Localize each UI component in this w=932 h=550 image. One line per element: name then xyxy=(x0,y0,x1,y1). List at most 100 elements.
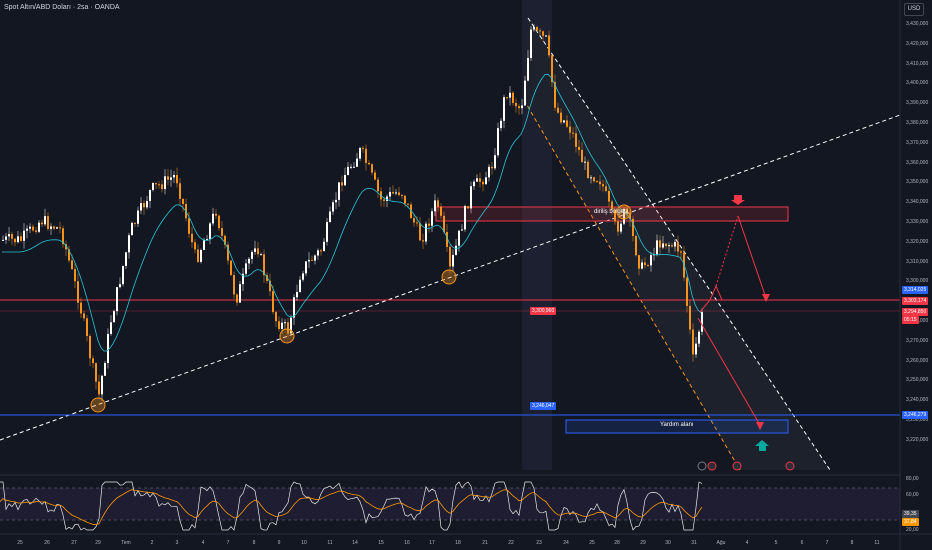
time-axis-label: 30 xyxy=(665,540,671,546)
candle-body xyxy=(389,192,391,197)
candle-body xyxy=(206,238,208,241)
flag-icon[interactable] xyxy=(785,461,795,471)
candle-body xyxy=(80,302,82,314)
candle-body xyxy=(698,331,700,344)
candle-body xyxy=(641,262,643,269)
candle-body xyxy=(29,226,31,229)
candle-body xyxy=(251,251,253,259)
candle-body xyxy=(332,202,334,212)
candle-body xyxy=(614,209,616,222)
price-axis-label: 3,350,000 xyxy=(906,179,929,186)
candle-body xyxy=(83,313,85,319)
candle-body xyxy=(644,262,646,266)
time-axis-label: 8 xyxy=(850,540,854,546)
candle-body xyxy=(485,177,487,185)
candle-body xyxy=(137,210,139,224)
rising-trendline xyxy=(0,114,901,441)
candle-body xyxy=(494,155,496,169)
candle-body xyxy=(263,254,265,276)
candle-body xyxy=(692,329,694,355)
flag-icon[interactable] xyxy=(732,461,742,471)
support-zone-label: Yardım alanı xyxy=(660,422,694,428)
candle-body xyxy=(152,182,154,191)
candle-body xyxy=(440,206,442,216)
candle-body xyxy=(92,358,94,364)
candle-body xyxy=(392,192,394,194)
candle-body xyxy=(563,120,565,123)
candle-body xyxy=(107,333,109,364)
candle-body xyxy=(695,343,697,355)
price-axis-label: 3,400,000 xyxy=(906,80,929,87)
candle-body xyxy=(50,226,52,229)
candle-body xyxy=(134,222,136,224)
candle-body xyxy=(578,146,580,150)
time-axis-label: 25 xyxy=(589,540,595,546)
moving-average-line xyxy=(2,73,702,352)
currency-button[interactable]: USD xyxy=(904,3,924,16)
rsi-ma-line xyxy=(0,489,703,526)
candle-body xyxy=(266,275,268,281)
candle-body xyxy=(329,211,331,223)
candle-body xyxy=(566,120,568,127)
candle-body xyxy=(179,183,181,199)
time-axis-label: 29 xyxy=(95,540,101,546)
candle-body xyxy=(221,228,223,236)
last-price-tag: 3,294,850 xyxy=(902,308,929,316)
price-axis-label: 3,420,000 xyxy=(906,40,929,47)
candle-body xyxy=(233,275,235,295)
candle-body xyxy=(626,208,628,213)
candle-body xyxy=(443,215,445,232)
candle-body xyxy=(275,312,277,322)
candle-body xyxy=(182,198,184,204)
candle-body xyxy=(503,97,505,121)
support-zone xyxy=(565,419,789,434)
time-axis-label: 4 xyxy=(201,540,205,546)
candle-body xyxy=(521,105,523,109)
candle-body xyxy=(665,243,667,247)
candle-body xyxy=(176,175,178,184)
projection-arrow-head xyxy=(762,294,770,302)
time-axis-label: 22 xyxy=(508,540,514,546)
price-axis-label: 3,250,000 xyxy=(906,377,929,384)
candle-body xyxy=(101,375,103,395)
event-icon[interactable] xyxy=(697,461,707,471)
flag-icon[interactable] xyxy=(707,461,717,471)
candle-body xyxy=(71,260,73,270)
time-axis-label: 28 xyxy=(614,540,620,546)
candle-body xyxy=(131,222,133,236)
candle-body xyxy=(146,201,148,208)
candle-body xyxy=(128,235,130,253)
candle-body xyxy=(254,248,256,252)
candle-body xyxy=(281,322,283,329)
candle-body xyxy=(608,191,610,202)
candle-body xyxy=(287,322,289,334)
candle-body xyxy=(215,213,217,216)
candle-body xyxy=(194,242,196,250)
candle-body xyxy=(338,182,340,200)
candle-body xyxy=(662,243,664,248)
candle-body xyxy=(8,234,10,237)
rsi-band xyxy=(0,488,900,520)
candle-body xyxy=(197,249,199,262)
candle-body xyxy=(638,255,640,269)
sell-signal-icon xyxy=(731,195,745,205)
candle-body xyxy=(269,280,271,292)
price-axis-label: 3,360,000 xyxy=(906,159,929,166)
candle-body xyxy=(242,273,244,285)
time-axis-label: 18 xyxy=(455,540,461,546)
candle-body xyxy=(689,305,691,330)
projection-down xyxy=(737,215,767,299)
candle-body xyxy=(305,261,307,274)
candle-body xyxy=(155,182,157,185)
candle-body xyxy=(542,31,544,36)
candle-body xyxy=(449,246,451,267)
price-axis-label: 3,370,000 xyxy=(906,139,929,146)
candle-body xyxy=(551,55,553,83)
candle-body xyxy=(299,279,301,293)
time-axis-label: 10 xyxy=(301,540,307,546)
price-axis-label: 3,310,000 xyxy=(906,258,929,265)
candle-body xyxy=(398,192,400,195)
candle-body xyxy=(611,201,613,210)
candle-body xyxy=(584,161,586,163)
